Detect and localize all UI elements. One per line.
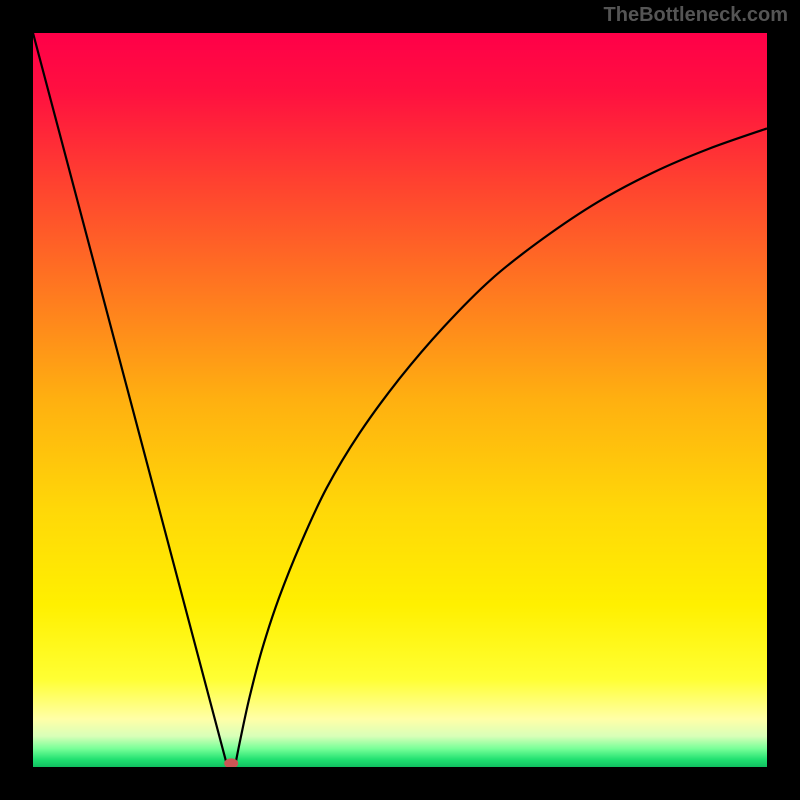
chart-container — [33, 33, 767, 767]
gradient-background — [33, 33, 767, 767]
watermark-text: TheBottleneck.com — [604, 4, 788, 27]
bottleneck-chart — [33, 33, 767, 767]
